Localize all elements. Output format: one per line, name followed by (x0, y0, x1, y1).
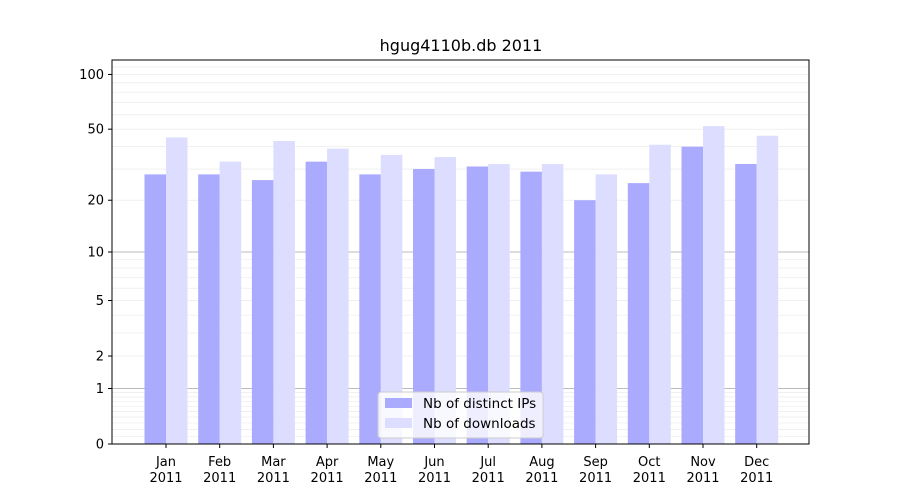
x-tick-label-year: 2011 (740, 471, 773, 486)
legend-box (377, 391, 544, 439)
legend-swatch (385, 418, 412, 428)
bars (144, 126, 779, 445)
bar-downloads (756, 135, 779, 444)
x-tick-label-year: 2011 (525, 471, 558, 486)
bar-downloads (380, 154, 403, 444)
x-tick-label-year: 2011 (633, 471, 666, 486)
x-tick-label-month: Feb (208, 455, 231, 470)
y-tick-label: 5 (96, 294, 104, 309)
x-tick-label-month: Jan (155, 455, 176, 470)
bar-distinct-ips (627, 183, 650, 445)
x-tick-label-month: Oct (638, 455, 660, 470)
legend-label: Nb of downloads (423, 416, 536, 432)
bar-downloads (166, 137, 188, 444)
bar-downloads (703, 126, 725, 445)
bar-distinct-ips (466, 166, 489, 444)
x-tick-label-year: 2011 (418, 471, 451, 486)
bar-distinct-ips (681, 146, 703, 444)
x-tick-label-month: Nov (690, 455, 716, 470)
legend-swatch (385, 398, 412, 408)
x-tick-label-month: Apr (316, 455, 339, 470)
x-tick-label-year: 2011 (257, 471, 290, 486)
x-tick-label-year: 2011 (203, 471, 236, 486)
bar-downloads (434, 157, 456, 445)
bar-distinct-ips (198, 174, 220, 444)
x-tick-label-month: Mar (261, 455, 286, 470)
y-tick-label: 0 (96, 438, 104, 453)
x-tick-label-year: 2011 (311, 471, 344, 486)
y-tick-label: 10 (87, 246, 104, 261)
y-tick-label: 50 (87, 123, 104, 138)
bar-distinct-ips (735, 164, 757, 444)
x-tick-label-year: 2011 (472, 471, 505, 486)
y-tick-label: 2 (96, 350, 104, 365)
bar-distinct-ips (144, 174, 166, 444)
bar-downloads (541, 164, 564, 444)
bar-downloads (649, 144, 671, 444)
legend-label: Nb of distinct IPs (423, 396, 536, 412)
x-tick-label-year: 2011 (149, 471, 182, 486)
x-tick-label-month: Aug (529, 455, 554, 470)
bar-downloads (595, 174, 618, 444)
bar-distinct-ips (413, 169, 435, 444)
y-tick-label: 1 (96, 382, 104, 397)
bar-distinct-ips (574, 200, 596, 444)
bar-distinct-ips (520, 171, 542, 444)
x-tick-label-month: Dec (744, 455, 769, 470)
chart-title: hgug4110b.db 2011 (380, 36, 543, 55)
y-tick-label: 20 (87, 194, 104, 209)
x-axis: Jan2011Feb2011Mar2011Apr2011May2011Jun20… (149, 444, 773, 486)
bar-distinct-ips (305, 161, 328, 444)
bar-distinct-ips (251, 180, 274, 444)
x-tick-label-year: 2011 (579, 471, 612, 486)
x-tick-label-year: 2011 (364, 471, 397, 486)
bar-distinct-ips (359, 174, 381, 444)
bar-downloads (488, 164, 510, 444)
bar-downloads (219, 161, 242, 444)
bar-downloads (327, 148, 349, 444)
x-tick-label-month: Sep (583, 455, 608, 470)
legend: Nb of distinct IPs Nb of downloads (377, 391, 544, 439)
x-tick-label-month: Jun (423, 455, 444, 470)
bar-downloads (273, 140, 295, 445)
y-axis: 0 1 2 5 10 20 50 100 (79, 68, 112, 453)
x-tick-label-year: 2011 (686, 471, 719, 486)
x-tick-label-month: Jul (479, 455, 496, 470)
y-tick-label: 100 (79, 68, 104, 83)
x-tick-label-month: May (367, 455, 394, 470)
